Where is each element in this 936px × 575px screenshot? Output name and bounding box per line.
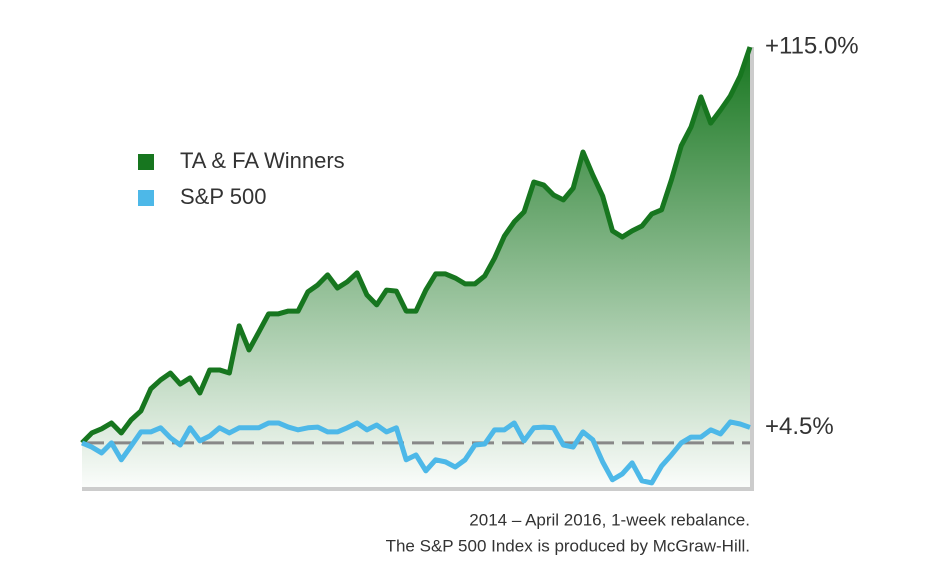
- legend-label: S&P 500: [180, 184, 266, 209]
- legend-swatch: [138, 190, 154, 206]
- line: [81, 419, 751, 486]
- end-label: +4.5%: [765, 413, 834, 440]
- line: [80, 46, 753, 445]
- footnote: 2014 – April 2016, 1-week rebalance.: [469, 510, 750, 529]
- legend-swatch: [138, 154, 154, 170]
- end-label: +115.0%: [765, 32, 859, 59]
- footnote: The S&P 500 Index is produced by McGraw-…: [386, 536, 750, 555]
- area: [82, 47, 750, 487]
- legend-label: TA & FA Winners: [180, 148, 345, 173]
